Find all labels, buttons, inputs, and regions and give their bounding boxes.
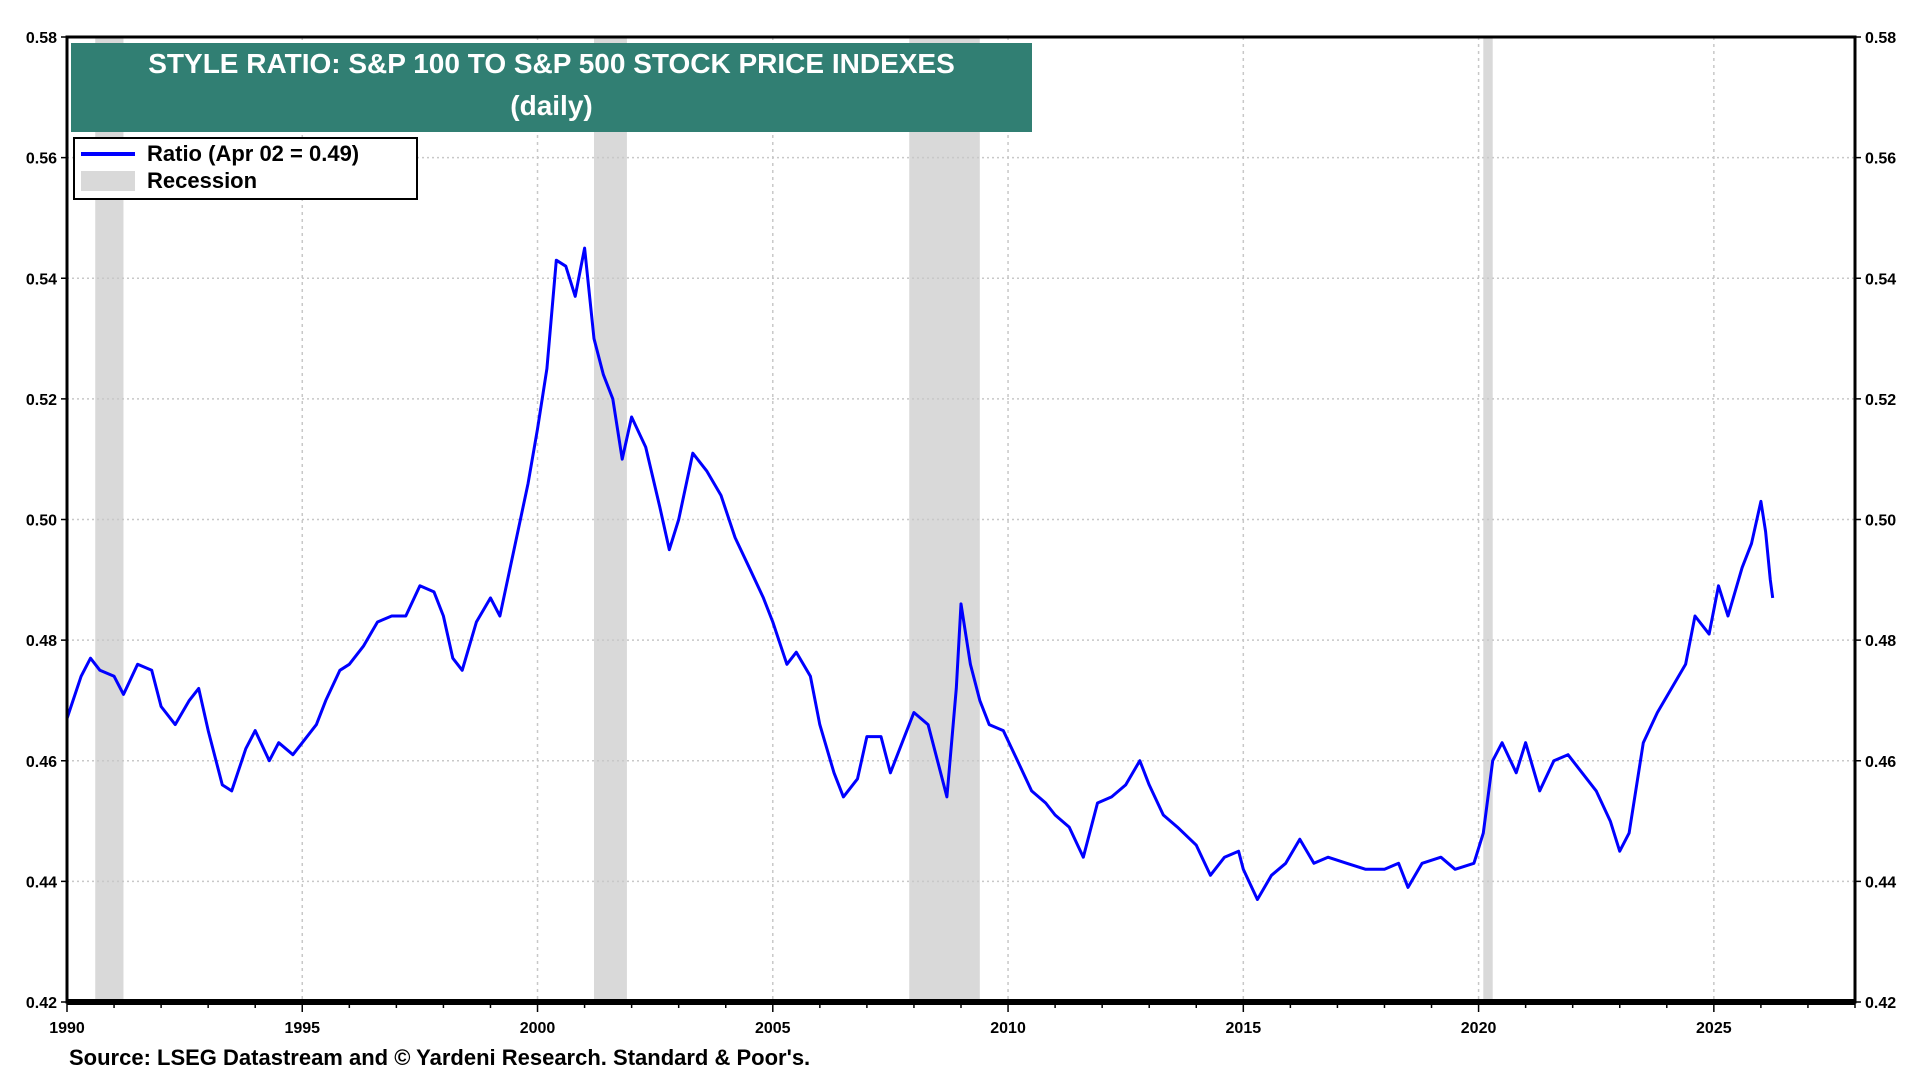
x-tick-label: 2020	[1461, 1020, 1497, 1037]
y-tick-label-right: 0.52	[1865, 392, 1896, 409]
y-tick-label: 0.56	[26, 151, 57, 168]
y-tick-label: 0.52	[26, 392, 57, 409]
y-tick-label: 0.44	[26, 874, 57, 891]
x-tick-label: 2005	[755, 1020, 791, 1037]
legend-label-recession: Recession	[147, 168, 258, 193]
recession-band	[593, 37, 627, 1002]
y-tick-label-right: 0.46	[1865, 754, 1896, 771]
legend-item-recession: Recession	[81, 168, 257, 194]
y-tick-label: 0.48	[26, 633, 57, 650]
x-tick-label: 1995	[284, 1020, 320, 1037]
recession-band	[909, 37, 980, 1002]
y-tick-label-right: 0.56	[1865, 151, 1896, 168]
y-tick-label-right: 0.50	[1865, 513, 1896, 530]
chart-title: STYLE RATIO: S&P 100 TO S&P 500 STOCK PR…	[148, 48, 955, 79]
y-tick-label-right: 0.48	[1865, 633, 1896, 650]
y-tick-label-right: 0.58	[1865, 30, 1896, 47]
x-tick-label: 2010	[990, 1020, 1026, 1037]
legend-item-ratio: Ratio (Apr 02 = 0.49)	[81, 141, 359, 167]
y-tick-label: 0.58	[26, 30, 57, 47]
legend: Ratio (Apr 02 = 0.49) Recession	[73, 137, 418, 200]
x-tick-label: 2025	[1696, 1020, 1732, 1037]
y-tick-label: 0.42	[26, 995, 57, 1012]
y-tick-label-right: 0.54	[1865, 271, 1896, 288]
legend-label-ratio: Ratio (Apr 02 = 0.49)	[147, 141, 360, 166]
y-tick-label: 0.46	[26, 754, 57, 771]
legend-swatch-recession	[81, 171, 135, 191]
y-tick-label: 0.50	[26, 513, 57, 530]
chart-title-box: STYLE RATIO: S&P 100 TO S&P 500 STOCK PR…	[71, 43, 1032, 132]
source-note: Source: LSEG Datastream and © Yardeni Re…	[69, 1045, 811, 1070]
y-tick-label-right: 0.44	[1865, 874, 1896, 891]
y-tick-label-right: 0.42	[1865, 995, 1896, 1012]
x-tick-label: 2015	[1226, 1020, 1262, 1037]
x-tick-label: 2000	[520, 1020, 556, 1037]
chart-subtitle: (daily)	[510, 90, 593, 121]
x-tick-label: 1990	[49, 1020, 85, 1037]
legend-swatch-ratio	[81, 152, 135, 156]
y-tick-label: 0.54	[26, 271, 57, 288]
ratio-series-line	[65, 246, 1775, 901]
